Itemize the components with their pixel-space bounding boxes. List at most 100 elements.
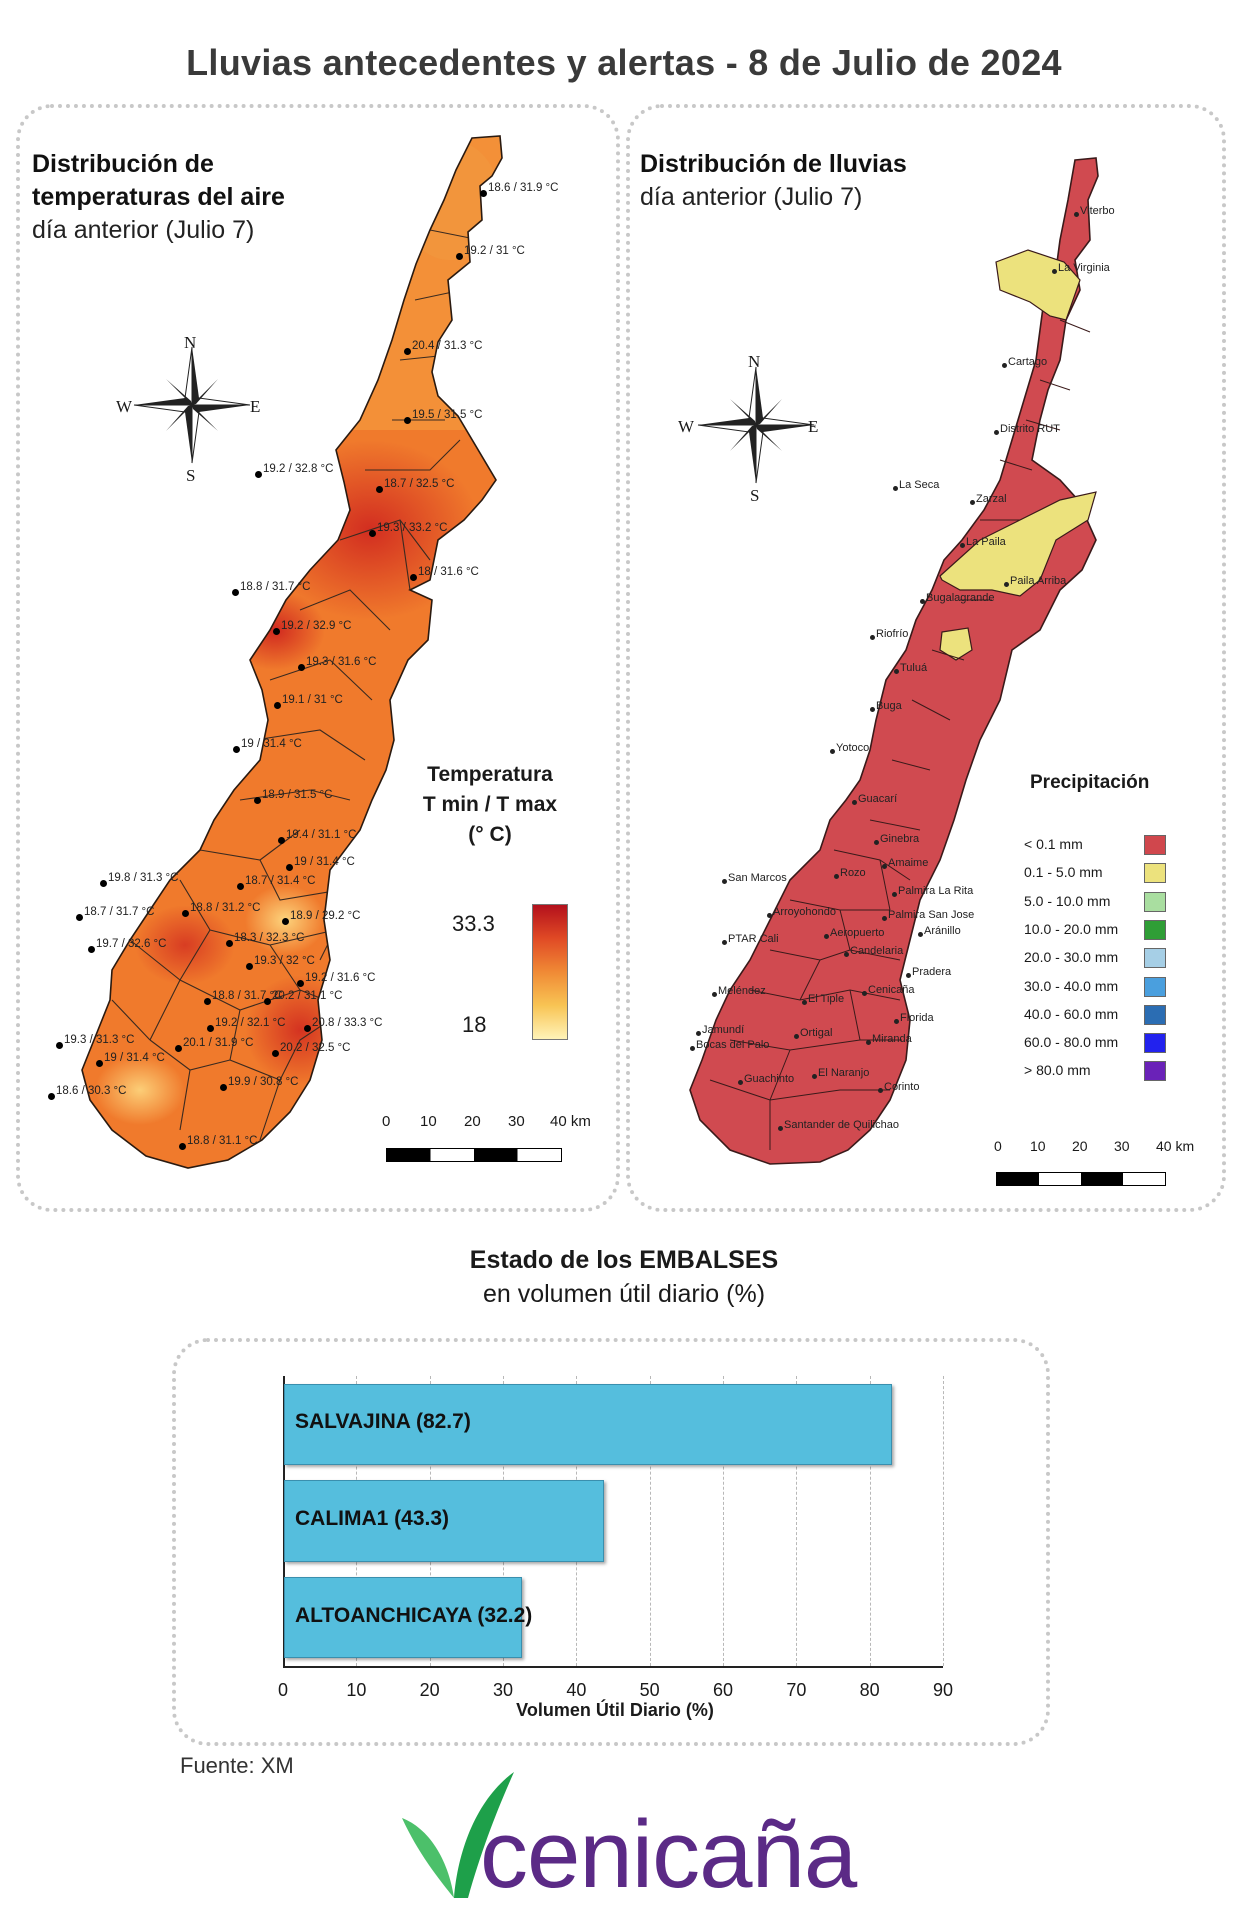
- station-dot: [226, 940, 233, 947]
- rain-legend-swatch: [1144, 1033, 1166, 1054]
- station-label: 19.5 / 31.5 °C: [412, 409, 483, 421]
- station-label: 19.2 / 31.6 °C: [305, 972, 376, 984]
- reservoirs-title: Estado de los EMBALSES: [469, 1246, 779, 1274]
- rain-station-dot: [920, 599, 925, 604]
- compass-w-label: W: [678, 417, 695, 436]
- rainfall-map: [689, 157, 1099, 1165]
- compass-rose-icon: [697, 366, 815, 484]
- station-dot: [204, 998, 211, 1005]
- place-label: Jamundí: [702, 1024, 745, 1036]
- temp-panel-subtitle: día anterior (Julio 7): [32, 216, 255, 244]
- rain-station-dot: [722, 879, 727, 884]
- place-label: Miranda: [872, 1033, 912, 1045]
- page-title: Lluvias antecedentes y alertas - 8 de Ju…: [186, 42, 1062, 83]
- temp-panel-title-line2: temperaturas del aire: [32, 183, 285, 211]
- place-label: Ginebra: [880, 833, 920, 845]
- place-label: Meléndez: [718, 985, 766, 997]
- station-label: 19 / 31.4 °C: [294, 856, 355, 868]
- place-label: La Virginia: [1058, 262, 1110, 274]
- station-dot: [369, 530, 376, 537]
- station-dot: [56, 1042, 63, 1049]
- station-label: 19.3 / 33.2 °C: [377, 522, 448, 534]
- station-label: 18.7 / 32.5 °C: [384, 478, 455, 490]
- place-label: Buga: [876, 700, 902, 712]
- rain-panel-title: Distribución de lluvias: [640, 150, 907, 178]
- place-label: Aránillo: [924, 925, 961, 937]
- station-dot: [297, 980, 304, 987]
- rain-station-dot: [892, 892, 897, 897]
- place-label: Palmira San Jose: [888, 909, 975, 921]
- place-label: El Naranjo: [818, 1067, 870, 1079]
- scale-label: 0: [382, 1113, 391, 1130]
- station-dot: [96, 1060, 103, 1067]
- rain-legend-label: 0.1 - 5.0 mm: [1024, 864, 1103, 881]
- chart-tick-label: 80: [859, 1680, 880, 1700]
- place-label: Ortigal: [800, 1027, 833, 1039]
- place-label: Paila Arriba: [1010, 575, 1067, 587]
- rain-station-dot: [738, 1080, 743, 1085]
- chart-bar-label: SALVAJINA (82.7): [295, 1410, 471, 1434]
- station-label: 20.4 / 31.3 °C: [412, 340, 483, 352]
- rain-station-dot: [844, 952, 849, 957]
- station-label: 19.1 / 31 °C: [282, 694, 343, 706]
- station-label: 19.3 / 31.3 °C: [64, 1034, 135, 1046]
- place-label: Bugalagrande: [926, 592, 995, 604]
- station-label: 19 / 31.4 °C: [104, 1052, 165, 1064]
- station-label: 20.1 / 31.9 °C: [183, 1037, 254, 1049]
- place-label: Yotoco: [836, 742, 870, 754]
- chart-gridline: [723, 1376, 724, 1666]
- station-label: 18.8 / 31.7 °C: [240, 581, 311, 593]
- station-dot: [255, 471, 262, 478]
- rain-station-dot: [712, 992, 717, 997]
- station-label: 20.8 / 33.3 °C: [312, 1017, 383, 1029]
- rain-legend-swatch: [1144, 948, 1166, 969]
- chart-bar-label: CALIMA1 (43.3): [295, 1507, 450, 1531]
- rainfall-panel: [626, 104, 1226, 1212]
- station-label: 19.2 / 32.8 °C: [263, 463, 334, 475]
- rain-station-dot: [874, 840, 879, 845]
- station-dot: [232, 589, 239, 596]
- cenicana-logo: cenicaña: [480, 1801, 857, 1908]
- station-label: 18.8 / 31.1 °C: [187, 1135, 258, 1147]
- station-dot: [404, 348, 411, 355]
- rain-station-dot: [918, 932, 923, 937]
- place-label: Guachinto: [744, 1073, 795, 1085]
- place-label: Cartago: [1008, 356, 1048, 368]
- compass-w-label: W: [116, 397, 133, 416]
- place-label: Rozo: [840, 867, 866, 879]
- scale-label: 30: [1114, 1138, 1130, 1154]
- scale-label: 40 km: [1156, 1138, 1195, 1154]
- rain-station-dot: [882, 864, 887, 869]
- chart-tick-label: 70: [786, 1680, 807, 1700]
- rain-station-dot: [870, 707, 875, 712]
- place-label: Viterbo: [1080, 205, 1115, 217]
- chart-gridline: [649, 1376, 651, 1666]
- station-label: 18.3 / 32.3 °C: [234, 932, 305, 944]
- station-dot: [298, 664, 305, 671]
- temp-legend-gradient: [532, 904, 568, 1040]
- rain-station-dot: [894, 669, 899, 674]
- rain-legend-swatch: [1144, 863, 1166, 884]
- rain-legend-label: 20.0 - 30.0 mm: [1024, 949, 1119, 966]
- rain-legend-swatch: [1144, 1004, 1166, 1025]
- rain-station-dot: [894, 1019, 899, 1024]
- station-dot: [220, 1084, 227, 1091]
- rain-station-dot: [994, 430, 999, 435]
- station-dot: [88, 946, 95, 953]
- station-dot: [278, 837, 285, 844]
- rain-legend-label: 60.0 - 80.0 mm: [1024, 1034, 1119, 1051]
- chart-bar: [284, 1480, 604, 1562]
- rain-legend-swatch: [1144, 891, 1166, 912]
- temp-legend-max: 33.3: [452, 911, 495, 936]
- place-label: Corinto: [884, 1081, 920, 1093]
- station-label: 18.7 / 31.4 °C: [245, 875, 316, 887]
- station-label: 18.7 / 31.7 °C: [84, 906, 155, 918]
- chart-tick-label: 30: [492, 1680, 514, 1700]
- scale-bar: [996, 1172, 1166, 1186]
- station-label: 18.6 / 31.9 °C: [488, 182, 559, 194]
- station-label: 18.9 / 29.2 °C: [290, 910, 361, 922]
- place-label: Santander de Quilichao: [784, 1119, 899, 1131]
- station-label: 20.2 / 31.1 °C: [272, 990, 343, 1002]
- scale-label: 10: [420, 1113, 437, 1130]
- compass-rose-icon: [133, 346, 251, 464]
